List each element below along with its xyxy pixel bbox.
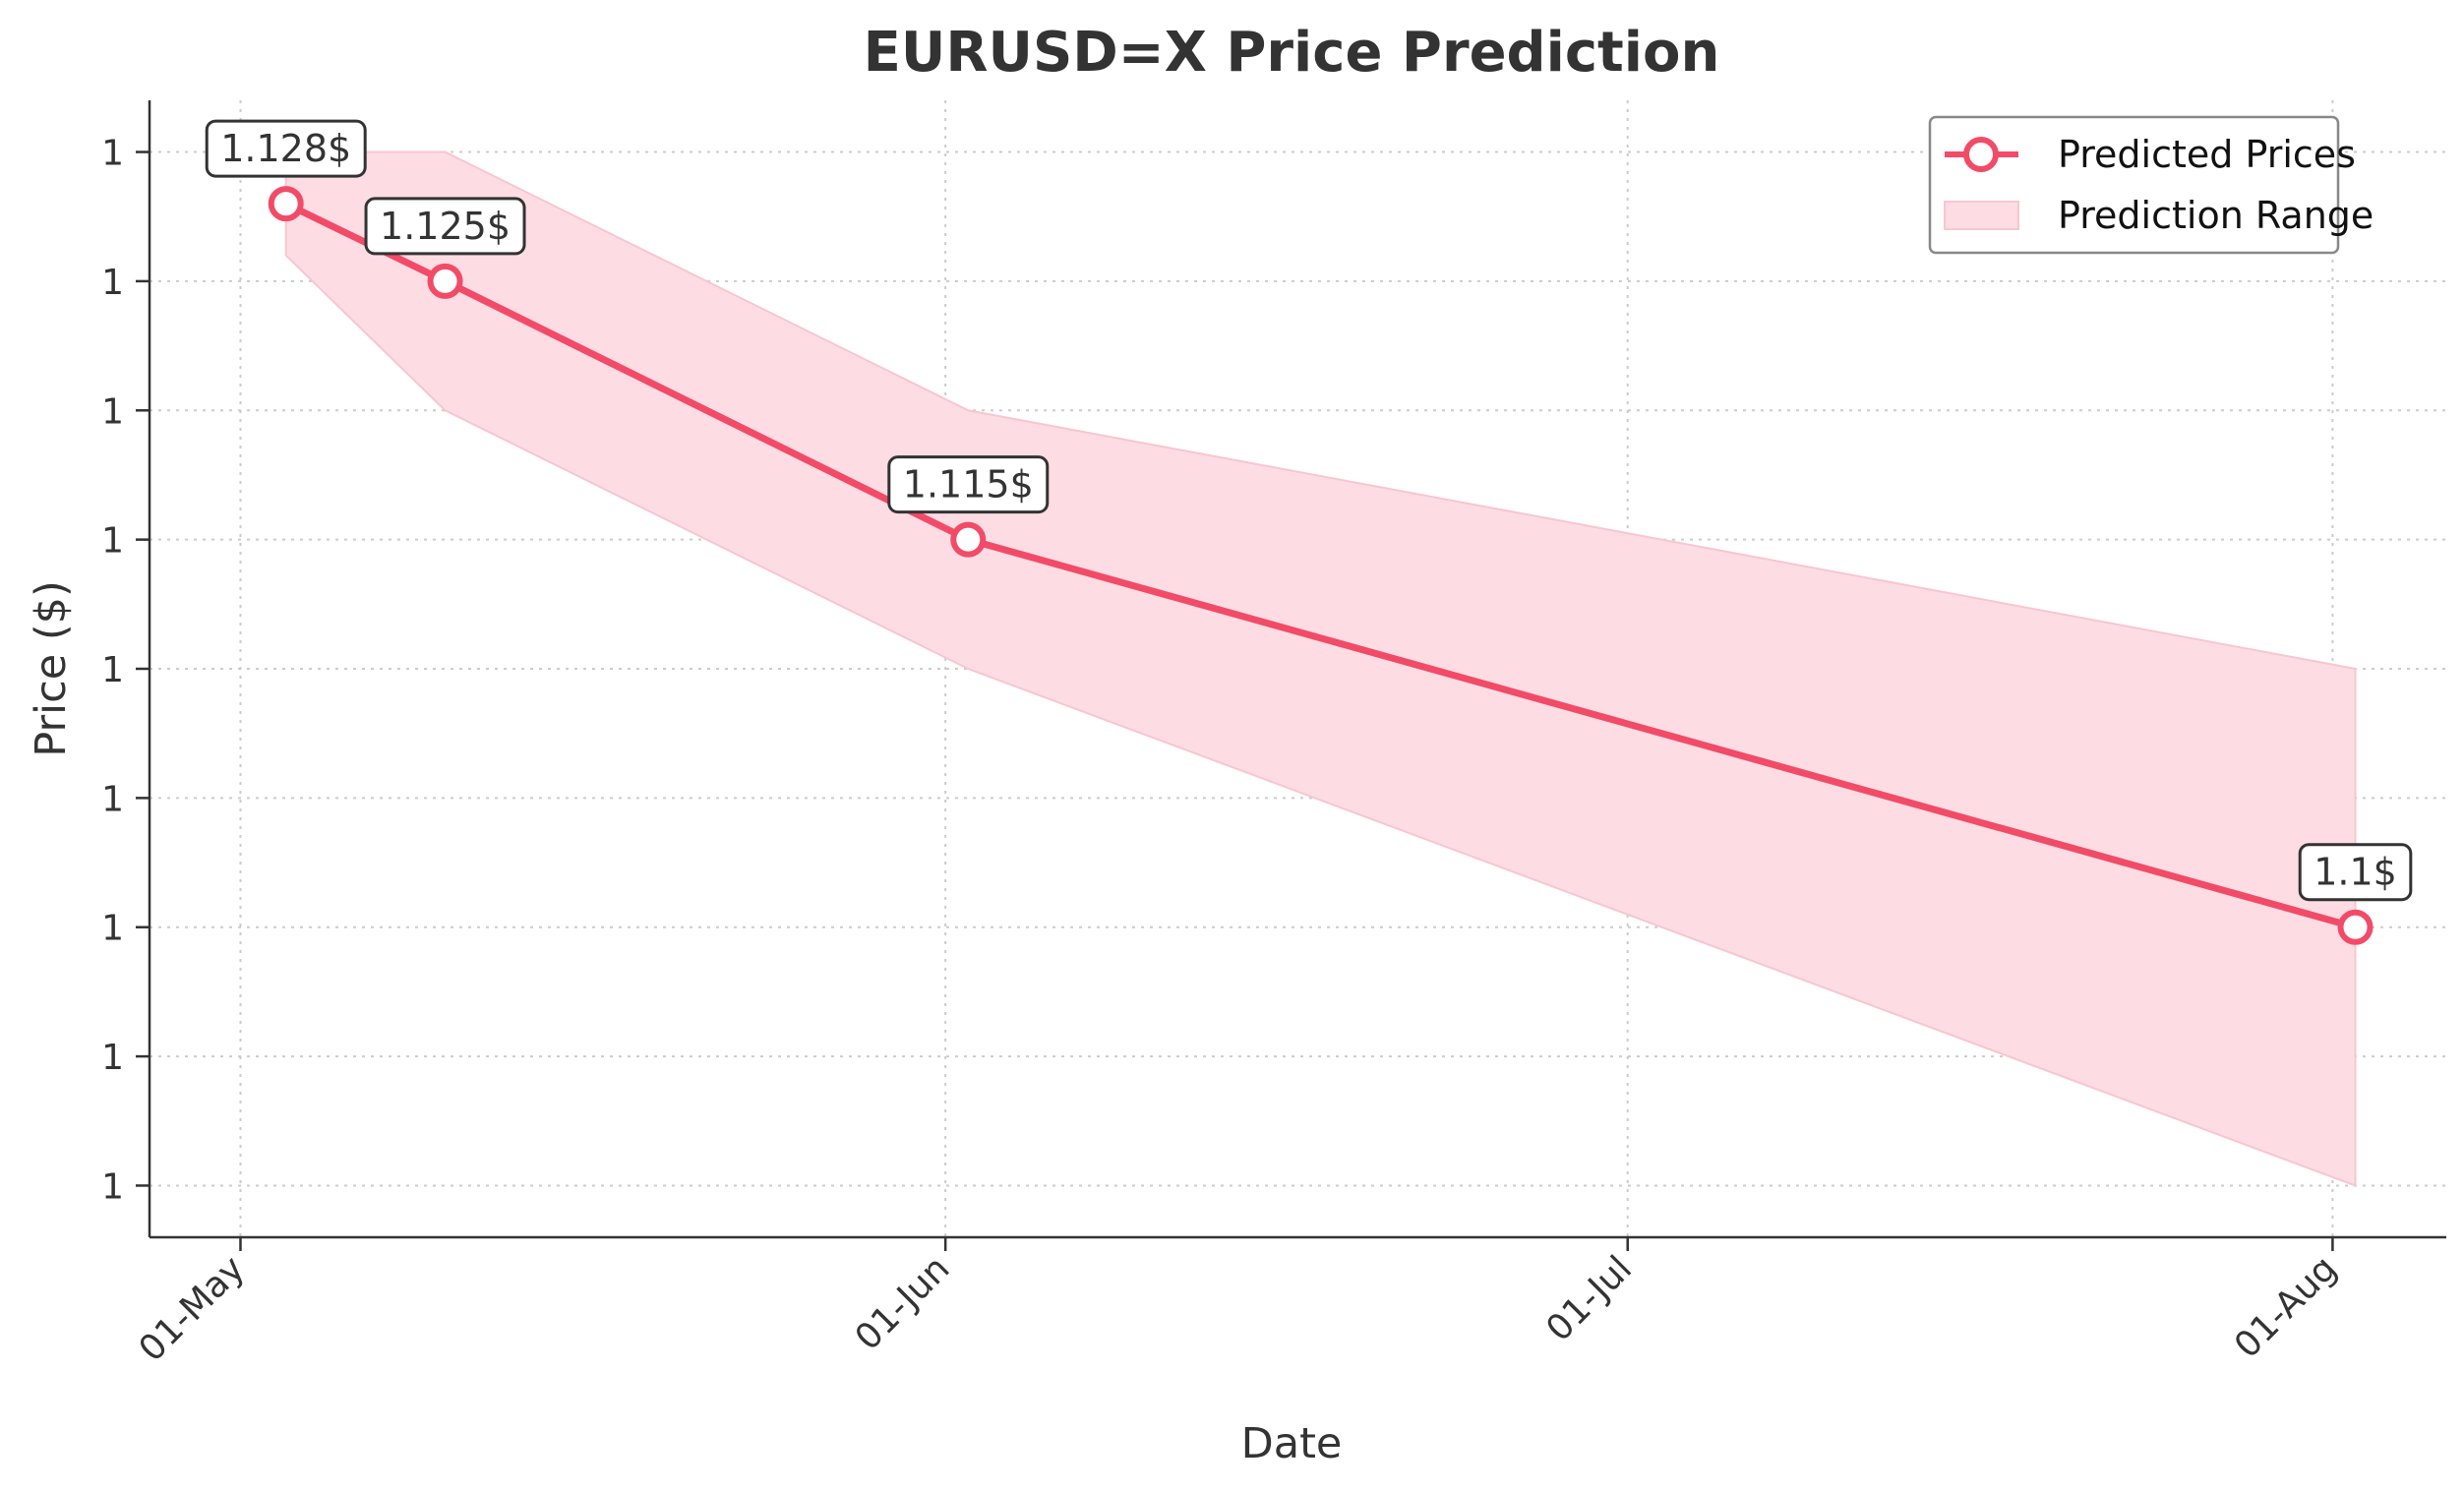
y-tick-label: 1 <box>101 391 124 432</box>
legend-label-prediction-range: Prediction Range <box>2058 194 2374 237</box>
y-tick-label: 1 <box>101 909 124 949</box>
y-tick-label: 1 <box>101 134 124 174</box>
predicted-price-point <box>268 186 304 222</box>
y-tick-label: 1 <box>101 521 124 562</box>
x-tick-label: 01-Jul <box>1538 1248 1640 1349</box>
legend-marker-swatch <box>1963 137 1999 172</box>
y-axis-label: Price ($) <box>27 580 76 756</box>
price-annotation: 1.115$ <box>887 455 1050 514</box>
price-annotation: 1.128$ <box>205 119 367 178</box>
x-tick-label: 01-May <box>132 1248 253 1369</box>
predicted-price-point <box>950 521 987 558</box>
x-tick-label: 01-Aug <box>2227 1248 2345 1366</box>
annotation-box <box>364 197 526 256</box>
prediction-range-area <box>284 150 2357 1187</box>
predicted-price-point <box>427 263 463 299</box>
legend-band-swatch <box>1944 201 2019 230</box>
y-tick-label: 1 <box>101 779 124 819</box>
predicted-price-point <box>2337 909 2374 945</box>
chart-title: EURUSD=X Price Prediction <box>864 21 1720 85</box>
annotation-label: 1.128$ <box>220 127 351 170</box>
price-annotation: 1.1$ <box>2298 843 2413 902</box>
x-tick-label: 01-Jun <box>848 1248 958 1358</box>
annotation-label: 1.125$ <box>380 205 511 248</box>
y-tick-label: 1 <box>101 1166 124 1207</box>
annotation-box <box>2298 843 2413 902</box>
price-annotation: 1.125$ <box>364 197 526 256</box>
legend-frame <box>1928 115 2340 255</box>
legend: Predicted Prices Prediction Range <box>1928 115 2374 255</box>
y-tick-label: 1 <box>101 1038 124 1078</box>
annotation-box <box>887 455 1050 514</box>
annotation-label: 1.1$ <box>2314 851 2397 894</box>
legend-label-predicted-prices: Predicted Prices <box>2058 133 2356 176</box>
annotation-box <box>205 119 367 178</box>
annotation-label: 1.115$ <box>903 463 1034 507</box>
prediction-range-band <box>284 150 2357 1187</box>
x-axis-label: Date <box>1241 1419 1343 1468</box>
y-tick-label: 1 <box>101 650 124 690</box>
y-tick-label: 1 <box>101 263 124 303</box>
annotations: 1.128$ 1.125$ 1.115$ 1.1$ <box>205 119 2413 902</box>
